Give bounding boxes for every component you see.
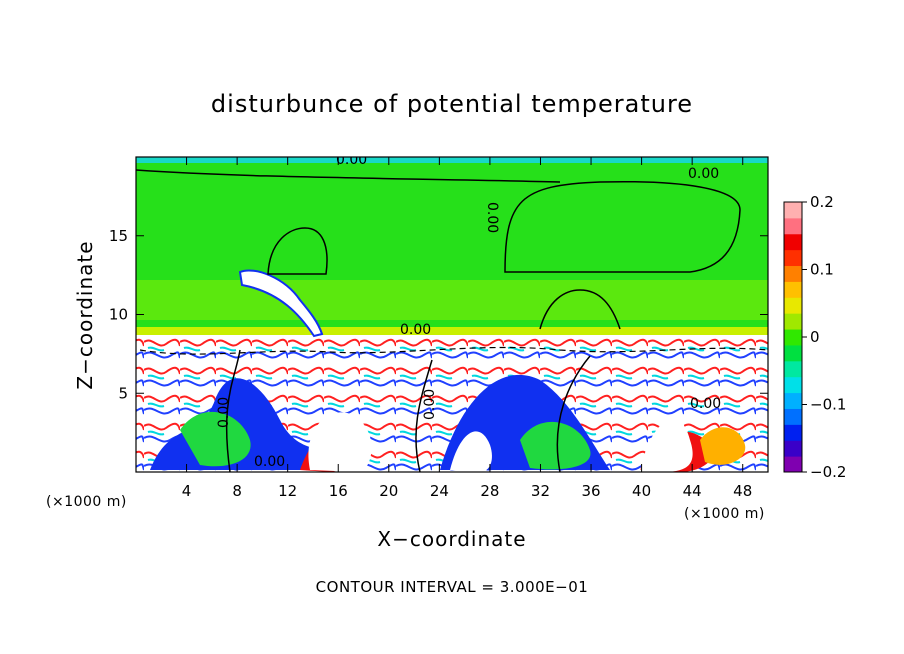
colorbar-swatch [784,424,802,441]
colorbar-swatch [784,233,802,251]
x-tick-label: 8 [232,482,242,500]
contour-label: 0.00 [688,166,719,182]
colorbar-swatch [784,440,802,457]
contour-label: 0.00 [484,202,500,233]
colorbar-tick-label: 0.1 [810,261,834,279]
x-tick-label: 4 [182,482,192,500]
x-axis-ticks: 4 8 12 16 20 24 28 32 36 40 44 48 [182,157,752,500]
contour-line-2 [504,180,741,273]
eddy-white-2 [450,431,492,472]
x-unit-label-left: (×1000 m) [46,494,127,510]
colorbar-swatch [784,297,802,314]
contour-line-1 [267,227,328,275]
colorbar-ticks: 0.2 0.1 0 −0.1 −0.2 [802,193,846,481]
upper-layer-band [136,280,768,320]
top-boundary-band [136,157,768,163]
x-tick-label: 36 [581,482,600,500]
colorbar-swatch [784,202,802,219]
eddy-white-1 [308,412,372,472]
colorbar-tick-label: −0.2 [810,463,846,481]
x-tick-label: 16 [329,482,348,500]
contour-label: 0.00 [400,322,431,338]
contour-label: 0.00 [690,396,721,412]
colorbar-swatch [784,265,802,282]
x-tick-label: 32 [531,482,550,500]
colorbar-tick-label: −0.1 [810,396,846,414]
eddy-green-1 [180,411,251,467]
plume-intrusion [238,269,324,338]
colorbar-swatch [784,392,802,409]
contour-line-3 [539,289,621,330]
contour-line-5 [225,349,591,472]
colorbar-tick-label: 0.2 [810,193,834,211]
contour-label: 0.00 [216,397,232,428]
colorbar-swatch [784,217,802,235]
contour-line-4 [136,169,561,183]
y-axis-ticks: 5 10 15 [109,227,768,402]
colorbar-swatch [784,249,802,267]
plot-area: 0.00 0.00 0.00 0.00 0.00 0.00 0.00 0.00 [136,152,768,472]
colorbar-swatch [784,408,802,425]
x-tick-label: 40 [632,482,651,500]
contour-label: 0.00 [336,152,367,168]
colorbar-swatch [784,360,802,378]
contour-label: 0.00 [422,389,438,420]
x-tick-label: 28 [480,482,499,500]
y-axis-title: Z−coordinate [73,240,97,389]
y-tick-label: 5 [118,384,128,402]
x-tick-label: 20 [379,482,398,500]
y-tick-label: 15 [109,227,128,245]
colorbar-swatch [784,329,802,346]
x-tick-label: 12 [278,482,297,500]
eddy-green-2 [520,421,591,470]
x-axis-title: X−coordinate [377,527,526,551]
eddy-white-3 [640,418,693,472]
y-tick-label: 10 [109,306,128,324]
colorbar-swatch [784,281,802,298]
x-unit-label-right: (×1000 m) [684,506,765,522]
contour-interval-note: CONTOUR INTERVAL = 3.000E−01 [316,578,589,596]
colorbar-swatch [784,344,802,362]
colorbar-swatch [784,376,802,394]
colorbar-swatch [784,313,802,330]
contour-label: 0.00 [254,454,285,470]
inversion-band [136,327,768,335]
colorbar-swatch [784,456,802,473]
colorbar [784,202,802,473]
colorbar-tick-label: 0 [810,328,820,346]
eddy-orange [700,427,746,465]
chart-title: disturbunce of potential temperature [211,90,693,118]
x-tick-label: 48 [733,482,752,500]
x-tick-label: 44 [683,482,702,500]
x-tick-label: 24 [430,482,449,500]
